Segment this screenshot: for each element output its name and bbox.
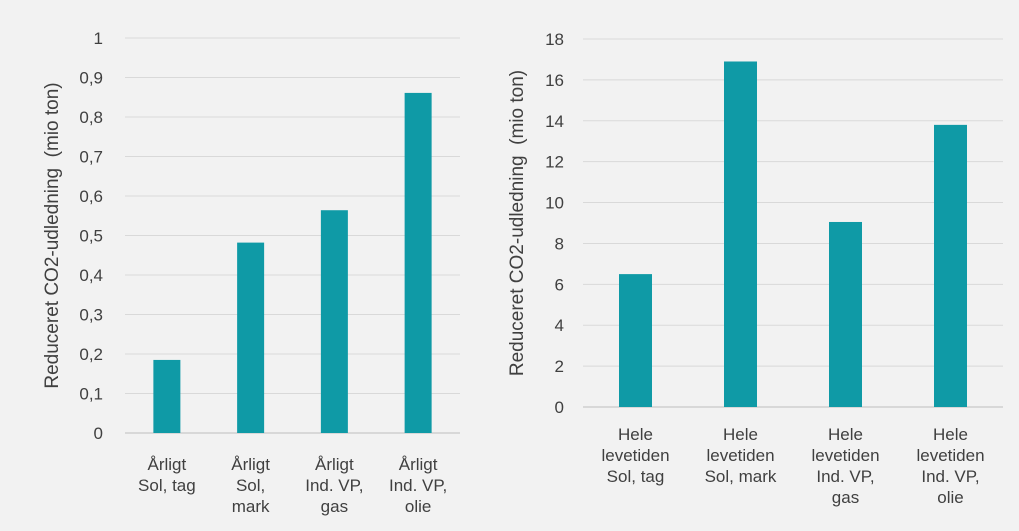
lifetime-category-label-line: Hele <box>933 425 968 444</box>
lifetime-category-label-line: Hele <box>618 425 653 444</box>
lifetime-category-label-line: Ind. VP, <box>816 467 874 486</box>
lifetime-y-tick-label: 6 <box>555 275 564 294</box>
annual-y-axis-label: Reduceret CO2-udledning (mio ton) <box>42 82 63 388</box>
annual-y-tick-label: 0,6 <box>79 187 103 206</box>
annual-y-tick-label: 1 <box>94 29 103 48</box>
lifetime-y-tick-label: 8 <box>555 234 564 253</box>
annual-category-label-line: Årligt <box>315 455 354 474</box>
annual-bar <box>320 210 348 433</box>
lifetime-bar <box>829 221 862 407</box>
annual-y-tick-label: 0,2 <box>79 345 103 364</box>
annual-category-label-line: Årligt <box>231 455 270 474</box>
lifetime-y-tick-label: 2 <box>555 357 564 376</box>
lifetime-category-label-line: Sol, tag <box>607 467 665 486</box>
annual-y-tick-label: 0,3 <box>79 306 103 325</box>
annual-category-label-line: Sol, tag <box>138 476 196 495</box>
annual-y-tick-label: 0 <box>94 424 103 443</box>
lifetime-bar <box>934 124 967 407</box>
annual-y-tick-label: 0,8 <box>79 108 103 127</box>
lifetime-category-label-line: levetiden <box>916 446 984 465</box>
annual-category-label-line: Ind. VP, <box>305 476 363 495</box>
annual-category-label: Årligt Ind. VP, olie <box>389 455 447 516</box>
lifetime-category-label: Hele levetiden Sol, mark <box>705 425 777 486</box>
lifetime-bar <box>724 61 757 407</box>
annual-category-label-line: olie <box>405 497 431 516</box>
lifetime-bar <box>619 274 652 407</box>
annual-y-tick-label: 0,4 <box>79 266 103 285</box>
lifetime-y-tick-label: 4 <box>555 316 564 335</box>
annual-category-label-line: gas <box>321 497 348 516</box>
lifetime-y-tick-label: 12 <box>545 153 564 172</box>
lifetime-category-label-line: olie <box>937 488 963 507</box>
annual-bar <box>404 92 432 433</box>
annual-y-tick-label: 0,5 <box>79 227 103 246</box>
lifetime-y-tick-label: 14 <box>545 112 564 131</box>
lifetime-category-label: Hele levetiden Ind. VP, gas <box>811 425 879 507</box>
annual-category-label: Årligt Ind. VP, gas <box>305 455 363 516</box>
annual-y-tick-label: 0,1 <box>79 385 103 404</box>
lifetime-category-label-line: gas <box>832 488 859 507</box>
lifetime-y-tick-label: 10 <box>545 194 564 213</box>
annual-category-label-line: Årligt <box>399 455 438 474</box>
annual-category-label: Årligt Sol, mark <box>231 455 270 516</box>
lifetime-category-label-line: Hele <box>828 425 863 444</box>
lifetime-category-label-line: levetiden <box>706 446 774 465</box>
lifetime-category-label-line: Ind. VP, <box>921 467 979 486</box>
lifetime-category-label: Hele levetiden Sol, tag <box>601 425 669 486</box>
lifetime-y-axis-label: Reduceret CO2-udledning (mio ton) <box>507 70 528 376</box>
lifetime-y-tick-label: 16 <box>545 71 564 90</box>
annual-category-label-line: Årligt <box>148 455 187 474</box>
annual-category-label-line: mark <box>232 497 270 516</box>
annual-category-label-line: Sol, <box>236 476 265 495</box>
lifetime-category-label-line: levetiden <box>601 446 669 465</box>
lifetime-category-label-line: levetiden <box>811 446 879 465</box>
annual-category-label: Årligt Sol, tag <box>138 455 196 495</box>
lifetime-category-label-line: Sol, mark <box>705 467 777 486</box>
lifetime-category-label-line: Hele <box>723 425 758 444</box>
annual-y-tick-label: 0,7 <box>79 148 103 167</box>
lifetime-category-label: Hele levetiden Ind. VP, olie <box>916 425 984 507</box>
lifetime-y-tick-label: 18 <box>545 30 564 49</box>
annual-bar <box>153 359 181 433</box>
annual-y-tick-label: 0,9 <box>79 69 103 88</box>
annual-category-label-line: Ind. VP, <box>389 476 447 495</box>
annual-bar <box>237 242 265 433</box>
lifetime-y-tick-label: 0 <box>555 398 564 417</box>
